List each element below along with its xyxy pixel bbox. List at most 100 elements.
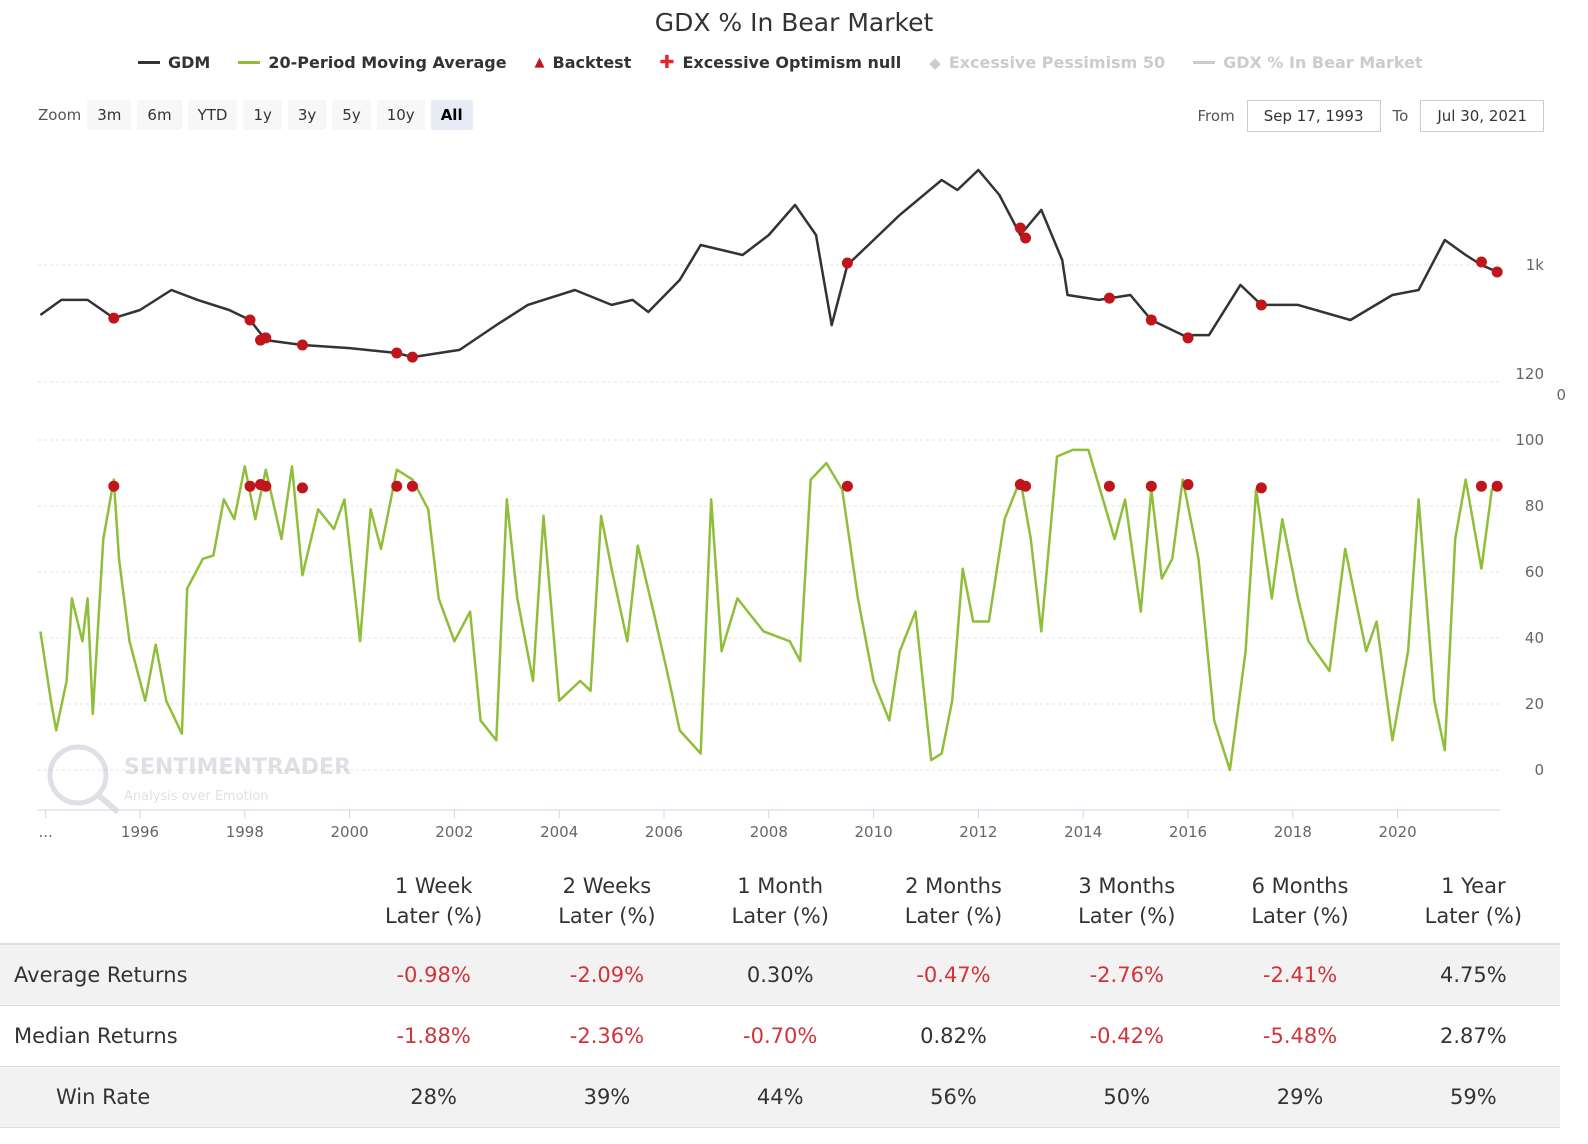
row-label: Win Rate <box>0 1066 347 1128</box>
legend-item[interactable]: ▲ Backtest <box>535 52 632 73</box>
table-cell: -2.36% <box>520 1005 694 1067</box>
corner-cell <box>0 870 347 945</box>
zoom-button-ytd[interactable]: YTD <box>187 100 238 130</box>
x-tick-label: 2006 <box>645 823 683 841</box>
gdm-line <box>39 168 1498 359</box>
legend-item[interactable]: ◆ Excessive Pessimism 50 <box>929 52 1165 73</box>
backtest-point-top[interactable] <box>1475 256 1487 268</box>
backtest-point-bottom[interactable] <box>1475 480 1487 492</box>
backtest-point-top[interactable] <box>244 314 256 326</box>
plus-marker-icon: ✚ <box>659 52 675 73</box>
x-tick-label: 2010 <box>855 823 893 841</box>
y-tick-label: 100 <box>1515 431 1544 449</box>
triangle-icon: ▲ <box>534 55 545 70</box>
backtest-point-top[interactable] <box>1182 332 1194 344</box>
backtest-point-bottom[interactable] <box>108 480 120 492</box>
legend-item[interactable]: ✚ Excessive Optimism null <box>659 52 901 73</box>
legend-label: GDX % In Bear Market <box>1223 53 1423 72</box>
column-header: 1 Week Later (%) <box>347 870 521 945</box>
backtest-point-bottom[interactable] <box>1020 480 1032 492</box>
y-tick-label: 40 <box>1525 629 1544 647</box>
legend-item[interactable]: GDM <box>138 52 210 73</box>
backtest-point-bottom[interactable] <box>1145 480 1157 492</box>
y-tick-label: 120 <box>1515 365 1544 383</box>
legend-label: Backtest <box>552 53 632 72</box>
header-line: Later (%) <box>558 904 656 928</box>
table-cell: -0.42% <box>1040 1005 1214 1067</box>
zoom-button-all[interactable]: All <box>430 100 473 130</box>
legend-label: 20-Period Moving Average <box>268 53 507 72</box>
from-date-input[interactable]: Sep 17, 1993 <box>1246 100 1381 132</box>
backtest-point-bottom[interactable] <box>1103 480 1115 492</box>
zoom-button-5y[interactable]: 5y <box>332 100 371 130</box>
table-cell: -0.98% <box>347 944 521 1006</box>
y-tick-label: 1k <box>1526 256 1545 274</box>
backtest-point-bottom[interactable] <box>391 480 403 492</box>
header-line: Later (%) <box>904 904 1003 928</box>
y-tick-label: 80 <box>1525 497 1544 515</box>
row-label: Average Returns <box>0 944 347 1006</box>
header-line: 1 Week <box>394 874 473 898</box>
column-header: 1 Month Later (%) <box>693 870 867 945</box>
table-cell: -1.88% <box>347 1005 521 1067</box>
table-cell: 50% <box>1040 1066 1214 1128</box>
zoom-selector: Zoom 3m 6m YTD 1y 3y 5y 10y All <box>38 100 473 130</box>
backtest-point-top[interactable] <box>1145 314 1157 326</box>
backtest-point-top[interactable] <box>260 332 272 344</box>
header-line: 2 Months <box>905 874 1002 898</box>
backtest-point-bottom[interactable] <box>406 480 418 492</box>
x-tick-label: 2000 <box>331 823 369 841</box>
zoom-button-10y[interactable]: 10y <box>376 100 425 130</box>
column-header: 6 Months Later (%) <box>1213 870 1387 945</box>
zoom-button-3y[interactable]: 3y <box>287 100 327 130</box>
backtest-point-top[interactable] <box>1014 222 1026 234</box>
backtest-point-bottom[interactable] <box>296 482 308 494</box>
backtest-point-top[interactable] <box>1020 232 1032 244</box>
column-header: 1 Year Later (%) <box>1386 870 1560 945</box>
backtest-point-top[interactable] <box>391 347 403 359</box>
backtest-point-top[interactable] <box>108 312 120 324</box>
legend-item[interactable]: 20-Period Moving Average <box>238 52 507 73</box>
backtest-point-bottom[interactable] <box>260 480 272 492</box>
x-tick-label: ... <box>39 823 53 841</box>
table-cell: -5.48% <box>1213 1005 1387 1067</box>
backtest-point-top[interactable] <box>1103 292 1115 304</box>
date-range: From Sep 17, 1993 To Jul 30, 2021 <box>1198 100 1544 132</box>
sentimentrader-watermark-logo: SENTIMENTRADER Analysis over Emotion <box>47 744 351 815</box>
legend-item[interactable]: GDX % In Bear Market <box>1193 52 1423 73</box>
backtest-point-top[interactable] <box>841 257 853 269</box>
moving-average-line <box>39 448 1498 772</box>
zoom-button-1y[interactable]: 1y <box>243 100 282 130</box>
backtest-point-bottom[interactable] <box>1255 482 1267 494</box>
x-tick-label: 2016 <box>1169 823 1207 841</box>
backtest-point-bottom[interactable] <box>244 480 256 492</box>
x-tick-label: 2008 <box>750 823 788 841</box>
svg-text:SENTIMENTRADER: SENTIMENTRADER <box>124 755 351 780</box>
table-cell: 0.30% <box>693 944 867 1006</box>
y-tick-label: 60 <box>1525 563 1544 581</box>
x-tick-label: 1996 <box>121 823 159 841</box>
legend: GDM 20-Period Moving Average ▲ Backtest ✚ Exc… <box>138 52 1423 73</box>
backtest-point-bottom[interactable] <box>1491 480 1503 492</box>
backtest-point-top[interactable] <box>296 339 308 351</box>
column-header: 2 Months Later (%) <box>866 870 1041 945</box>
backtest-point-top[interactable] <box>1255 299 1267 311</box>
header-line: Later (%) <box>384 904 483 928</box>
column-header: 3 Months Later (%) <box>1040 870 1214 945</box>
backtest-point-top[interactable] <box>1491 266 1503 278</box>
line-swatch-icon <box>1193 61 1216 64</box>
header-line: 3 Months <box>1078 874 1176 898</box>
from-label: From <box>1197 107 1235 125</box>
zoom-button-3m[interactable]: 3m <box>87 100 132 130</box>
table-cell: -2.76% <box>1040 944 1214 1006</box>
legend-label: Excessive Optimism null <box>682 53 902 72</box>
backtest-point-bottom[interactable] <box>1182 479 1194 491</box>
x-tick-label: 2002 <box>435 823 473 841</box>
backtest-point-top[interactable] <box>406 351 418 363</box>
backtest-point-bottom[interactable] <box>841 480 853 492</box>
legend-label: GDM <box>168 53 211 72</box>
to-date-input[interactable]: Jul 30, 2021 <box>1420 100 1544 132</box>
zoom-button-6m[interactable]: 6m <box>137 100 182 130</box>
table-cell: -2.09% <box>520 944 694 1006</box>
x-tick-label: 2014 <box>1064 823 1102 841</box>
